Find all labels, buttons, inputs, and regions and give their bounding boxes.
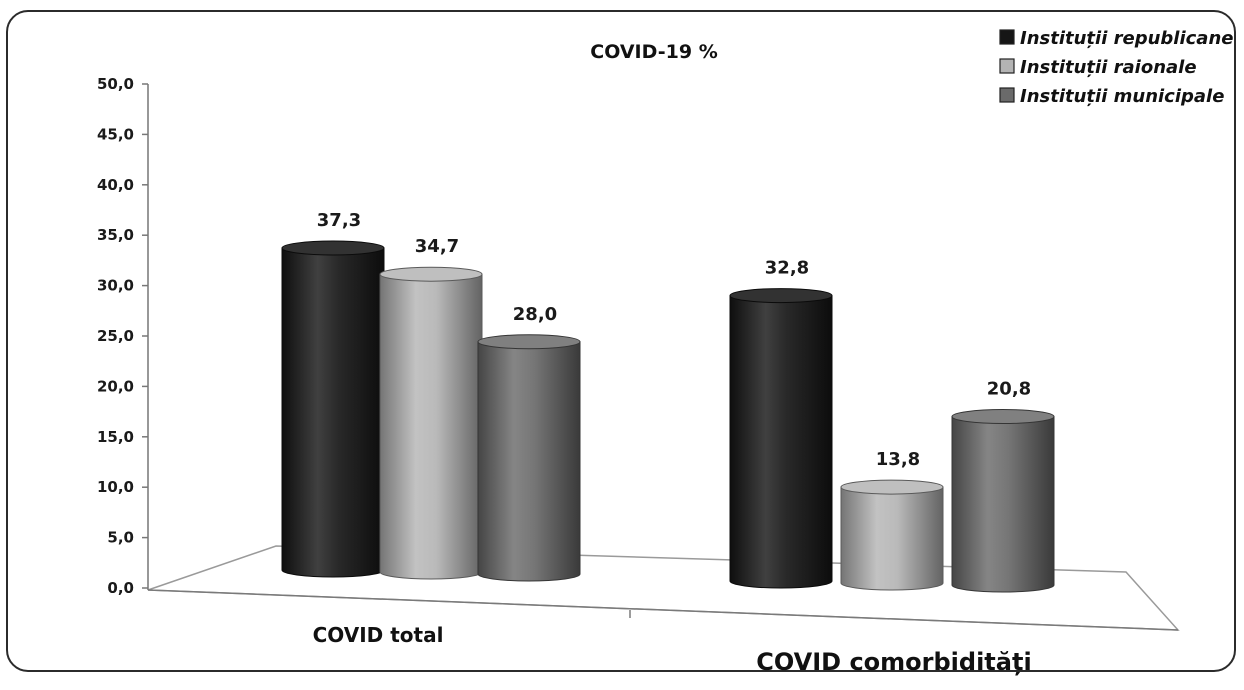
data-label: 37,3 (317, 210, 361, 231)
bar-top (729, 288, 833, 304)
bar-top (281, 240, 385, 256)
category-label: COVID comorbidități (756, 648, 1031, 676)
legend-item: Instituții republicane (999, 28, 1233, 49)
bar-top (951, 409, 1055, 425)
bar-body (477, 341, 581, 582)
bar (281, 240, 385, 578)
bar (951, 409, 1055, 593)
legend-label: Instituții republicane (1020, 28, 1233, 49)
bar-top (840, 479, 944, 495)
y-axis: 0,0 5,0 10,0 15,0 20,0 25,0 30,0 35,0 40,0 45,0 50… (97, 75, 149, 597)
y-tick-label: 25,0 (97, 327, 134, 345)
x-axis-line (147, 589, 1179, 631)
bar-body (379, 273, 483, 580)
bar-body (840, 486, 944, 591)
y-tick-label: 20,0 (97, 377, 134, 395)
bar (729, 288, 833, 589)
legend: Instituții republicane Instituții raional… (999, 28, 1233, 107)
bar (379, 266, 483, 580)
y-tick-label: 0,0 (107, 579, 134, 597)
chart-title: COVID-19 % (590, 41, 717, 63)
category-labels: COVID total COVID comorbidități (313, 623, 1032, 676)
bar-body (951, 416, 1055, 593)
data-labels: 37,3 34,7 28,0 32,8 13,8 20,8 (317, 210, 1031, 470)
legend-label: Instituții municipale (1020, 86, 1224, 107)
data-label: 32,8 (765, 258, 809, 279)
y-tick-label: 40,0 (97, 176, 134, 194)
category-label: COVID total (313, 623, 444, 647)
chart-title-group: COVID-19 % (590, 41, 717, 63)
bar-top (379, 266, 483, 282)
legend-item: Instituții municipale (999, 86, 1224, 107)
bar (840, 479, 944, 591)
legend-swatch (999, 87, 1015, 103)
data-label: 28,0 (513, 304, 557, 325)
legend-swatch (999, 29, 1015, 45)
y-tick-label: 5,0 (107, 529, 134, 547)
bar-top (477, 334, 581, 350)
y-tick-label: 30,0 (97, 277, 134, 295)
y-tick-label: 15,0 (97, 428, 134, 446)
bar-body (281, 247, 385, 578)
data-label: 20,8 (987, 379, 1031, 400)
legend-label: Instituții raionale (1020, 57, 1197, 78)
bar (477, 334, 581, 582)
y-tick-label: 50,0 (97, 75, 134, 93)
chart: COVID-19 % 0,0 5,0 10,0 15,0 20,0 25,0 30,0 35,… (97, 28, 1234, 676)
bars (281, 240, 1055, 593)
legend-item: Instituții raionale (999, 57, 1197, 78)
data-label: 13,8 (876, 449, 920, 470)
y-tick-label: 45,0 (97, 125, 134, 143)
data-label: 34,7 (415, 236, 459, 257)
chart-frame: COVID-19 % 0,0 5,0 10,0 15,0 20,0 25,0 30,0 35,… (6, 10, 1236, 676)
legend-swatch (999, 58, 1015, 74)
y-tick-label: 10,0 (97, 478, 134, 496)
bar-body (729, 295, 833, 589)
y-tick-label: 35,0 (97, 226, 134, 244)
